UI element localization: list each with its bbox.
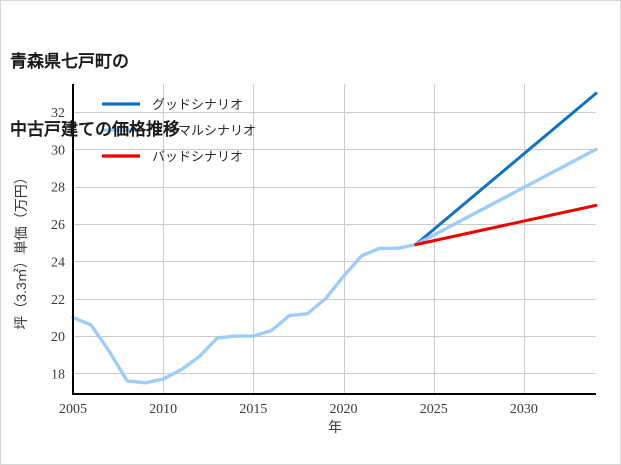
y-tick-label: 26 — [51, 218, 65, 233]
x-tick-label: 2030 — [510, 402, 538, 417]
y-axis-title: 坪（3.3㎡）単価（万円） — [13, 170, 29, 329]
y-tick-label: 32 — [51, 106, 65, 121]
y-tick-labels: 18 20 22 24 26 28 30 32 — [51, 106, 65, 382]
y-tick-label: 22 — [51, 293, 65, 308]
x-tick-label: 2025 — [420, 402, 448, 417]
y-tick-label: 18 — [51, 367, 65, 382]
y-tick-label: 30 — [51, 143, 65, 158]
page-title-line-1: 青森県七戸町の — [10, 52, 129, 72]
y-tick-label: 20 — [51, 330, 65, 345]
series-line-1 — [71, 147, 598, 385]
legend-label-0: グッドシナリオ — [152, 97, 243, 112]
legend-label-1: ノーマルシナリオ — [152, 123, 256, 138]
y-tick-label: 24 — [51, 255, 65, 270]
x-axis-title: 年 — [328, 419, 342, 435]
series-line-0 — [414, 91, 598, 247]
axis-lines — [71, 84, 596, 396]
x-tick-labels: 2005 2010 2015 2020 2025 2030 — [59, 402, 538, 417]
x-tick-label: 2020 — [330, 402, 358, 417]
x-tick-label: 2015 — [239, 402, 267, 417]
x-tick-label: 2005 — [59, 402, 87, 417]
legend-label-2: バッドシナリオ — [152, 149, 243, 164]
series-lines — [71, 91, 598, 385]
page-title: 青森県七戸町の 中古戸建ての価格推移 — [10, 6, 180, 187]
page-title-line-2: 中古戸建ての価格推移 — [10, 120, 180, 140]
series-line-2 — [414, 203, 598, 247]
x-tick-label: 2010 — [149, 402, 177, 417]
y-tick-label: 28 — [51, 181, 65, 196]
